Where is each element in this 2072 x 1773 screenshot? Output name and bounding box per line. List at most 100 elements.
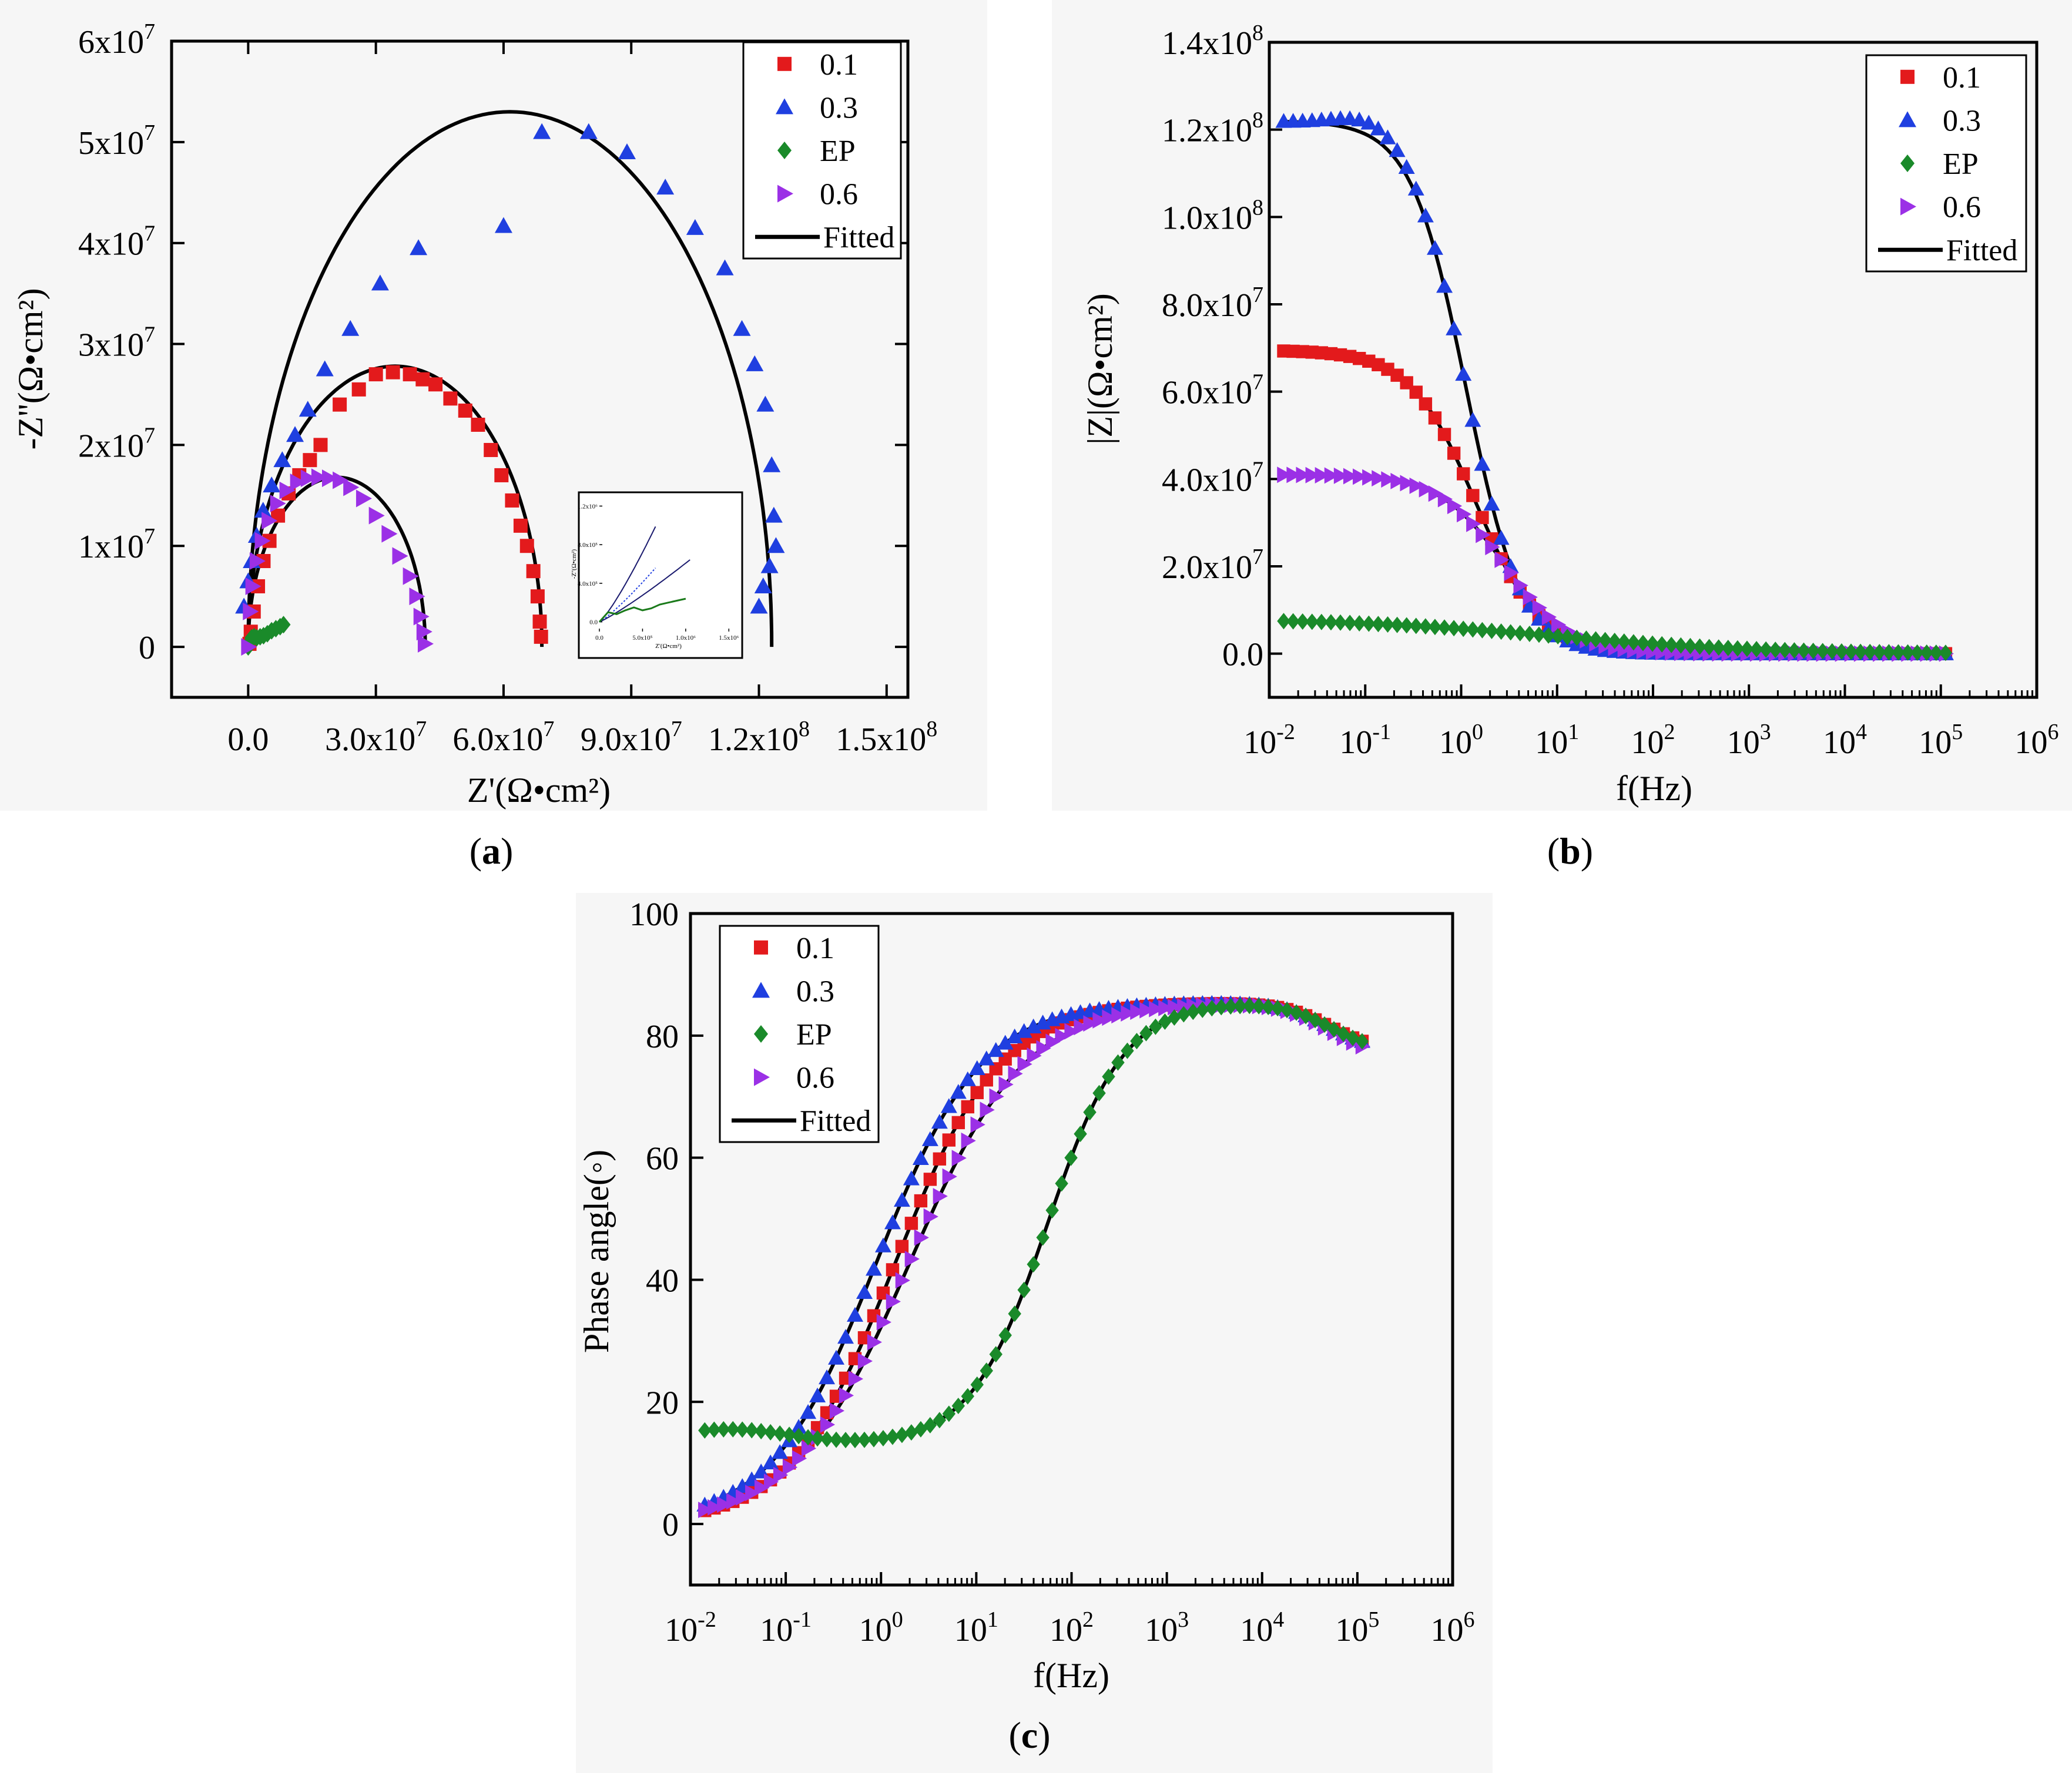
point-0.1 [951, 1116, 965, 1130]
point-0.3 [1464, 412, 1481, 427]
panel-b-y-axis-title: |Z|(Ω•cm²) [1081, 293, 1119, 445]
point-0.3 [686, 219, 704, 235]
point-0.3 [790, 1419, 807, 1434]
y-tick-label-mantissa: 1.4x10 [1162, 25, 1252, 62]
point-0.3 [968, 1060, 985, 1076]
point-EP [1721, 640, 1735, 657]
panel-c-x-axis-title: f(Hz) [1033, 1656, 1109, 1695]
x-tick-label-mantissa: 10 [1823, 724, 1856, 761]
point-0.3 [286, 426, 304, 442]
x-tick-label: 10-2 [1243, 720, 1295, 761]
y-tick-label-mantissa: 1x10 [78, 529, 144, 565]
point-0.6 [1027, 1047, 1042, 1064]
point-0.6 [1343, 468, 1359, 485]
panel-b-legend: 0.1 0.3 EP 0.6 Fitted [1865, 54, 2027, 273]
point-0.1 [534, 629, 548, 644]
point-0.3 [847, 1307, 864, 1322]
point-0.3 [1426, 240, 1443, 255]
point-0.3 [1370, 120, 1387, 136]
point-0.6 [1390, 472, 1406, 489]
point-EP [1901, 644, 1915, 661]
point-0.6 [1305, 466, 1320, 483]
point-0.6 [1409, 477, 1424, 494]
point-EP [1532, 626, 1546, 643]
point-0.6 [1286, 466, 1302, 483]
point-0.6 [1102, 1009, 1117, 1026]
point-EP [998, 1327, 1012, 1344]
panel-c-label: (c) [1008, 1714, 1050, 1756]
x-tick-label: 10-1 [760, 1607, 812, 1648]
point-EP [1844, 643, 1858, 660]
panel-a-label-letter: a [482, 830, 501, 872]
point-EP [1428, 619, 1442, 636]
point-0.3 [772, 1444, 789, 1459]
point-0.6 [1055, 1027, 1070, 1045]
point-EP [1485, 622, 1498, 639]
point-0.1 [1437, 428, 1451, 441]
point-0.6 [270, 495, 286, 513]
point-0.6 [261, 512, 278, 530]
legend-marker-06 [1900, 197, 1916, 216]
point-EP [1835, 643, 1849, 660]
point-EP [1243, 998, 1256, 1015]
legend-label-03: 0.3 [1943, 104, 1981, 137]
point-0.3 [1417, 207, 1434, 223]
point-0.3 [273, 451, 291, 468]
point-EP [1205, 1000, 1219, 1017]
x-tick-label: 102 [1631, 720, 1675, 761]
point-0.1 [914, 1194, 928, 1208]
y-tick-label-mantissa: 0 [139, 630, 155, 666]
legend-marker-06 [777, 184, 793, 203]
point-0.1 [980, 1073, 993, 1087]
point-0.1 [1457, 467, 1470, 481]
point-EP [1437, 619, 1451, 636]
point-0.3 [987, 1042, 1004, 1057]
y-tick-label-mantissa: 1.2x10 [1162, 113, 1252, 149]
point-EP [1684, 637, 1697, 654]
point-EP [1343, 614, 1357, 632]
point-EP [951, 1398, 965, 1415]
point-0.3 [800, 1404, 817, 1419]
x-tick-label-mantissa: 10 [1240, 1612, 1273, 1648]
point-0.3 [1360, 115, 1377, 130]
point-EP [1645, 635, 1659, 652]
point-0.3 [762, 1454, 779, 1470]
point-EP [1400, 617, 1413, 634]
y-tick-label-exponent: 7 [1252, 283, 1263, 307]
panel-c-ticks: 10-2 10-1 100 101 102 103 104 105 10602040608010… [629, 896, 1475, 1648]
x-tick-label: 1.5x108 [836, 717, 937, 758]
y-tick-label-exponent: 7 [144, 423, 155, 448]
y-tick-label: 4.0x107 [1162, 457, 1263, 498]
point-0.6 [1457, 506, 1472, 523]
point-0.6 [1296, 466, 1311, 483]
x-tick-label-exponent: 5 [1368, 1607, 1379, 1632]
y-tick-label-exponent: 7 [1252, 370, 1263, 395]
point-0.6 [1074, 1019, 1089, 1036]
point-0.6 [368, 506, 385, 525]
point-0.1 [1447, 446, 1461, 460]
point-EP [1008, 1305, 1021, 1322]
point-0.6 [1541, 609, 1557, 626]
point-0.6 [1168, 999, 1183, 1016]
inset-content: 0.0 5.0x10⁵ 1.0x10⁶ 1.5x10⁶ 0.0 4.0x10⁵ 8.0x10… [571, 503, 739, 650]
point-0.6 [413, 607, 430, 626]
point-EP [698, 1422, 712, 1439]
point-EP [1853, 643, 1868, 660]
x-tick-label-mantissa: 10 [1050, 1612, 1082, 1648]
legend-marker-03 [776, 98, 793, 115]
legend-label-06: 0.6 [1943, 191, 1981, 224]
point-EP [1346, 1029, 1360, 1046]
point-0.6 [1333, 467, 1349, 484]
point-0.6 [333, 471, 349, 489]
x-tick-label-mantissa: 10 [1335, 1612, 1368, 1648]
point-EP [1177, 1006, 1191, 1023]
point-0.3 [371, 274, 389, 291]
point-EP [1797, 642, 1811, 659]
point-EP [1674, 637, 1688, 654]
point-0.6 [1551, 616, 1567, 633]
y-tick-label-exponent: 7 [144, 19, 155, 44]
point-EP [1825, 643, 1839, 660]
point-0.6 [998, 1076, 1014, 1093]
point-0.6 [403, 567, 419, 585]
x-tick-label-mantissa: 10 [1727, 724, 1760, 761]
